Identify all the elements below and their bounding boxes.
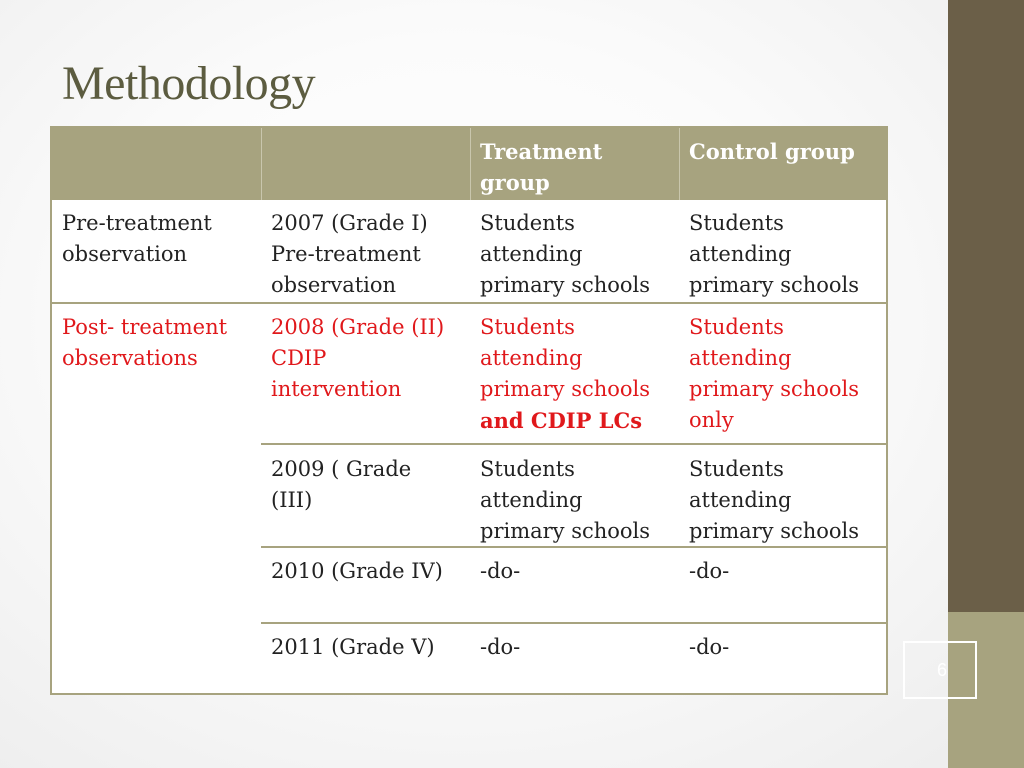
- cell-treatment-2009: Students attending primary schools: [480, 457, 651, 543]
- side-accent-block: [948, 612, 1024, 768]
- cell-treatment-2010: -do-: [480, 559, 521, 583]
- header-divider: [261, 128, 262, 200]
- table-row-2008: 2008 (Grade (II) CDIP intervention Stude…: [52, 304, 886, 445]
- header-cell-treatment: Treatment group: [480, 139, 603, 195]
- cell-phase-pre: Pre-treatment observation: [62, 211, 212, 266]
- cell-treatment-2007: Students attending primary schools: [480, 211, 651, 297]
- cell-phase-post: Post- treatment observations: [62, 315, 228, 370]
- table-row-2009: 2009 ( Grade (III) Students attending pr…: [261, 443, 886, 548]
- table-row-2011: 2011 (Grade V) -do- -do-: [261, 622, 886, 695]
- cell-year-2007: 2007 (Grade I) Pre-treatment observation: [271, 211, 428, 297]
- table-header-row: Treatment group Control group: [52, 128, 886, 200]
- cell-treatment-2008: Students attending primary schools and C…: [470, 304, 679, 437]
- cell-control-2009: Students attending primary schools: [689, 457, 860, 543]
- cell-control-2011: -do-: [689, 635, 730, 659]
- cell-year-2008: 2008 (Grade (II) CDIP intervention: [271, 315, 445, 401]
- cell-control-2007: Students attending primary schools: [689, 211, 860, 297]
- header-divider: [679, 128, 680, 200]
- cell-year-2010: 2010 (Grade IV): [271, 559, 443, 583]
- cell-control-2010: -do-: [689, 559, 730, 583]
- slide-number-box: [903, 641, 977, 699]
- header-cell-control: Control group: [689, 139, 855, 164]
- slide-title: Methodology: [62, 57, 316, 110]
- treatment-2008-text: Students attending primary schools: [480, 315, 651, 401]
- cell-year-2009: 2009 ( Grade (III): [271, 457, 412, 512]
- table-row-2010: 2010 (Grade IV) -do- -do-: [261, 546, 886, 624]
- cell-year-2011: 2011 (Grade V): [271, 635, 435, 659]
- treatment-2008-bold-text: and CDIP LCs: [480, 408, 643, 433]
- table-row-pre-treatment: Pre-treatment observation 2007 (Grade I)…: [52, 200, 886, 302]
- header-divider: [470, 128, 471, 200]
- methodology-table: Treatment group Control group Pre-treatm…: [50, 126, 888, 695]
- cell-treatment-2011: -do-: [480, 635, 521, 659]
- cell-control-2008: Students attending primary schools only: [689, 315, 860, 432]
- header-cell-year: [261, 128, 470, 136]
- table-group-post-treatment: Post- treatment observations: [52, 302, 886, 693]
- slide-number: 6: [936, 660, 947, 680]
- header-cell-phase: [52, 128, 261, 136]
